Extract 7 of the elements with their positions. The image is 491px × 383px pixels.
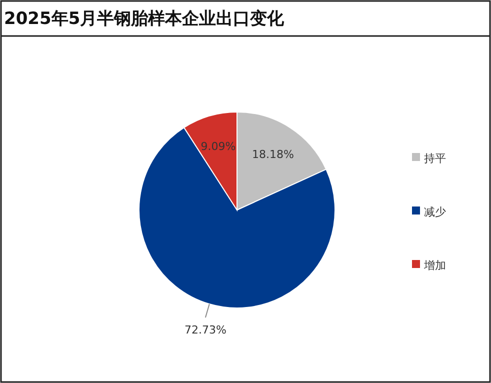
data-label: 72.73% <box>184 323 226 336</box>
legend-label: 减少 <box>424 206 446 218</box>
data-label: 18.18% <box>252 148 294 161</box>
legend-label: 持平 <box>424 152 446 165</box>
legend-label: 增加 <box>423 259 446 272</box>
data-label: 9.09% <box>200 140 236 154</box>
chart-title: 2025年5月半钢胎样本企业出口变化 <box>4 9 286 29</box>
